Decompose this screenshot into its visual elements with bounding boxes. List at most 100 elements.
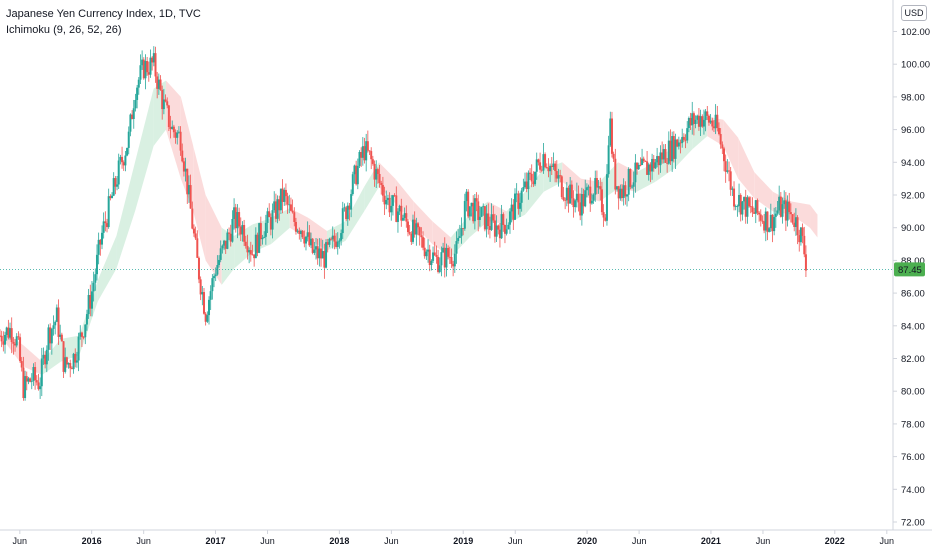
candle-body	[218, 259, 221, 266]
candle-body	[728, 170, 731, 172]
candle-body	[667, 140, 670, 164]
time-tick-label: Jun	[880, 536, 895, 546]
candle-body	[22, 367, 25, 399]
candle-body	[657, 156, 660, 166]
candle-body	[570, 184, 573, 199]
candle-body	[171, 126, 174, 130]
candle-body	[739, 194, 742, 215]
candle-body	[27, 378, 30, 382]
candle-body	[535, 159, 538, 172]
candle-body	[525, 181, 528, 190]
candle-body	[522, 187, 525, 191]
cloud-segment	[23, 345, 43, 375]
candle-body	[243, 225, 246, 242]
candle-body	[146, 61, 149, 73]
candle-body	[0, 335, 3, 342]
candle-body	[510, 204, 513, 212]
candle-body	[70, 368, 73, 370]
candle-body	[131, 114, 134, 120]
candle-body	[104, 221, 107, 224]
candle-body	[624, 185, 627, 197]
candle-body	[393, 195, 396, 197]
candle-body	[627, 169, 630, 195]
time-axis[interactable]: Jun 2016 Jun 2017 Jun 2018 Jun 2019 Jun 2020 Jun 20…	[13, 530, 895, 546]
candle-body	[62, 341, 65, 372]
candle-body	[388, 197, 391, 213]
candle-body	[515, 193, 518, 195]
candlestick-series	[0, 46, 807, 401]
price-axis[interactable]: 72.00 74.00 76.00 78.00 80.00 82.00 84.00 86.00…	[893, 27, 930, 529]
candle-body	[14, 343, 17, 346]
candle-body	[253, 254, 256, 259]
candle-body	[310, 238, 313, 246]
candle-body	[539, 162, 542, 170]
candle-body	[343, 207, 346, 209]
candle-body	[87, 294, 90, 315]
candle-body	[696, 115, 699, 120]
candle-body	[764, 211, 767, 231]
cloud-segment	[97, 235, 117, 302]
candle-body	[238, 212, 241, 227]
candle-body	[403, 213, 406, 218]
candle-body	[228, 232, 231, 234]
candle-body	[391, 195, 394, 206]
candle-body	[659, 152, 662, 166]
currency-badge[interactable]: USD	[901, 5, 927, 21]
candle-body	[229, 233, 232, 242]
candle-body	[226, 232, 229, 249]
indicator-label[interactable]: Ichimoku (9, 26, 52, 26)	[6, 24, 122, 36]
candle-body	[331, 235, 334, 240]
candle-body	[734, 206, 737, 208]
candle-body	[340, 233, 343, 241]
candle-body	[437, 256, 440, 272]
candle-body	[156, 76, 159, 89]
candle-body	[694, 119, 697, 125]
candle-body	[348, 205, 351, 210]
candle-body	[410, 233, 413, 242]
symbol-title[interactable]: Japanese Yen Currency Index, 1D, TVC	[6, 8, 201, 20]
candle-body	[468, 206, 471, 217]
candle-body	[463, 201, 466, 229]
candle-body	[741, 201, 744, 215]
candle-body	[649, 164, 652, 172]
candle-body	[467, 191, 470, 217]
candle-body	[711, 120, 714, 127]
candle-body	[512, 204, 515, 220]
candle-body	[346, 205, 349, 220]
candle-body	[370, 151, 373, 160]
candle-body	[458, 236, 461, 238]
candle-body	[284, 189, 287, 197]
candle-body	[748, 197, 751, 207]
candle-body	[612, 153, 615, 159]
candle-body	[651, 158, 654, 172]
candle-body	[85, 314, 88, 325]
candle-body	[626, 194, 629, 197]
candle-body	[276, 199, 279, 219]
candle-body	[681, 137, 684, 144]
candle-body	[604, 217, 607, 221]
cloud-segment	[525, 168, 544, 215]
candle-body	[137, 79, 140, 88]
candle-body	[336, 241, 339, 247]
cloud-segment	[599, 162, 619, 202]
candle-body	[791, 214, 794, 223]
candle-body	[219, 248, 222, 260]
time-tick-label: 2022	[825, 536, 845, 546]
candle-body	[236, 212, 239, 229]
candle-body	[34, 367, 37, 381]
candle-body	[585, 187, 588, 191]
candle-body	[590, 200, 593, 204]
candle-body	[589, 186, 592, 204]
time-tick-label: Jun	[260, 536, 275, 546]
candle-body	[216, 265, 219, 275]
candle-body	[221, 245, 224, 249]
candle-body	[559, 175, 562, 177]
candle-body	[758, 212, 761, 215]
candle-body	[204, 313, 207, 322]
candle-body	[751, 206, 754, 213]
cloud-segment	[791, 201, 811, 228]
candle-body	[274, 201, 277, 219]
candle-body	[699, 116, 702, 127]
candle-body	[736, 206, 739, 207]
